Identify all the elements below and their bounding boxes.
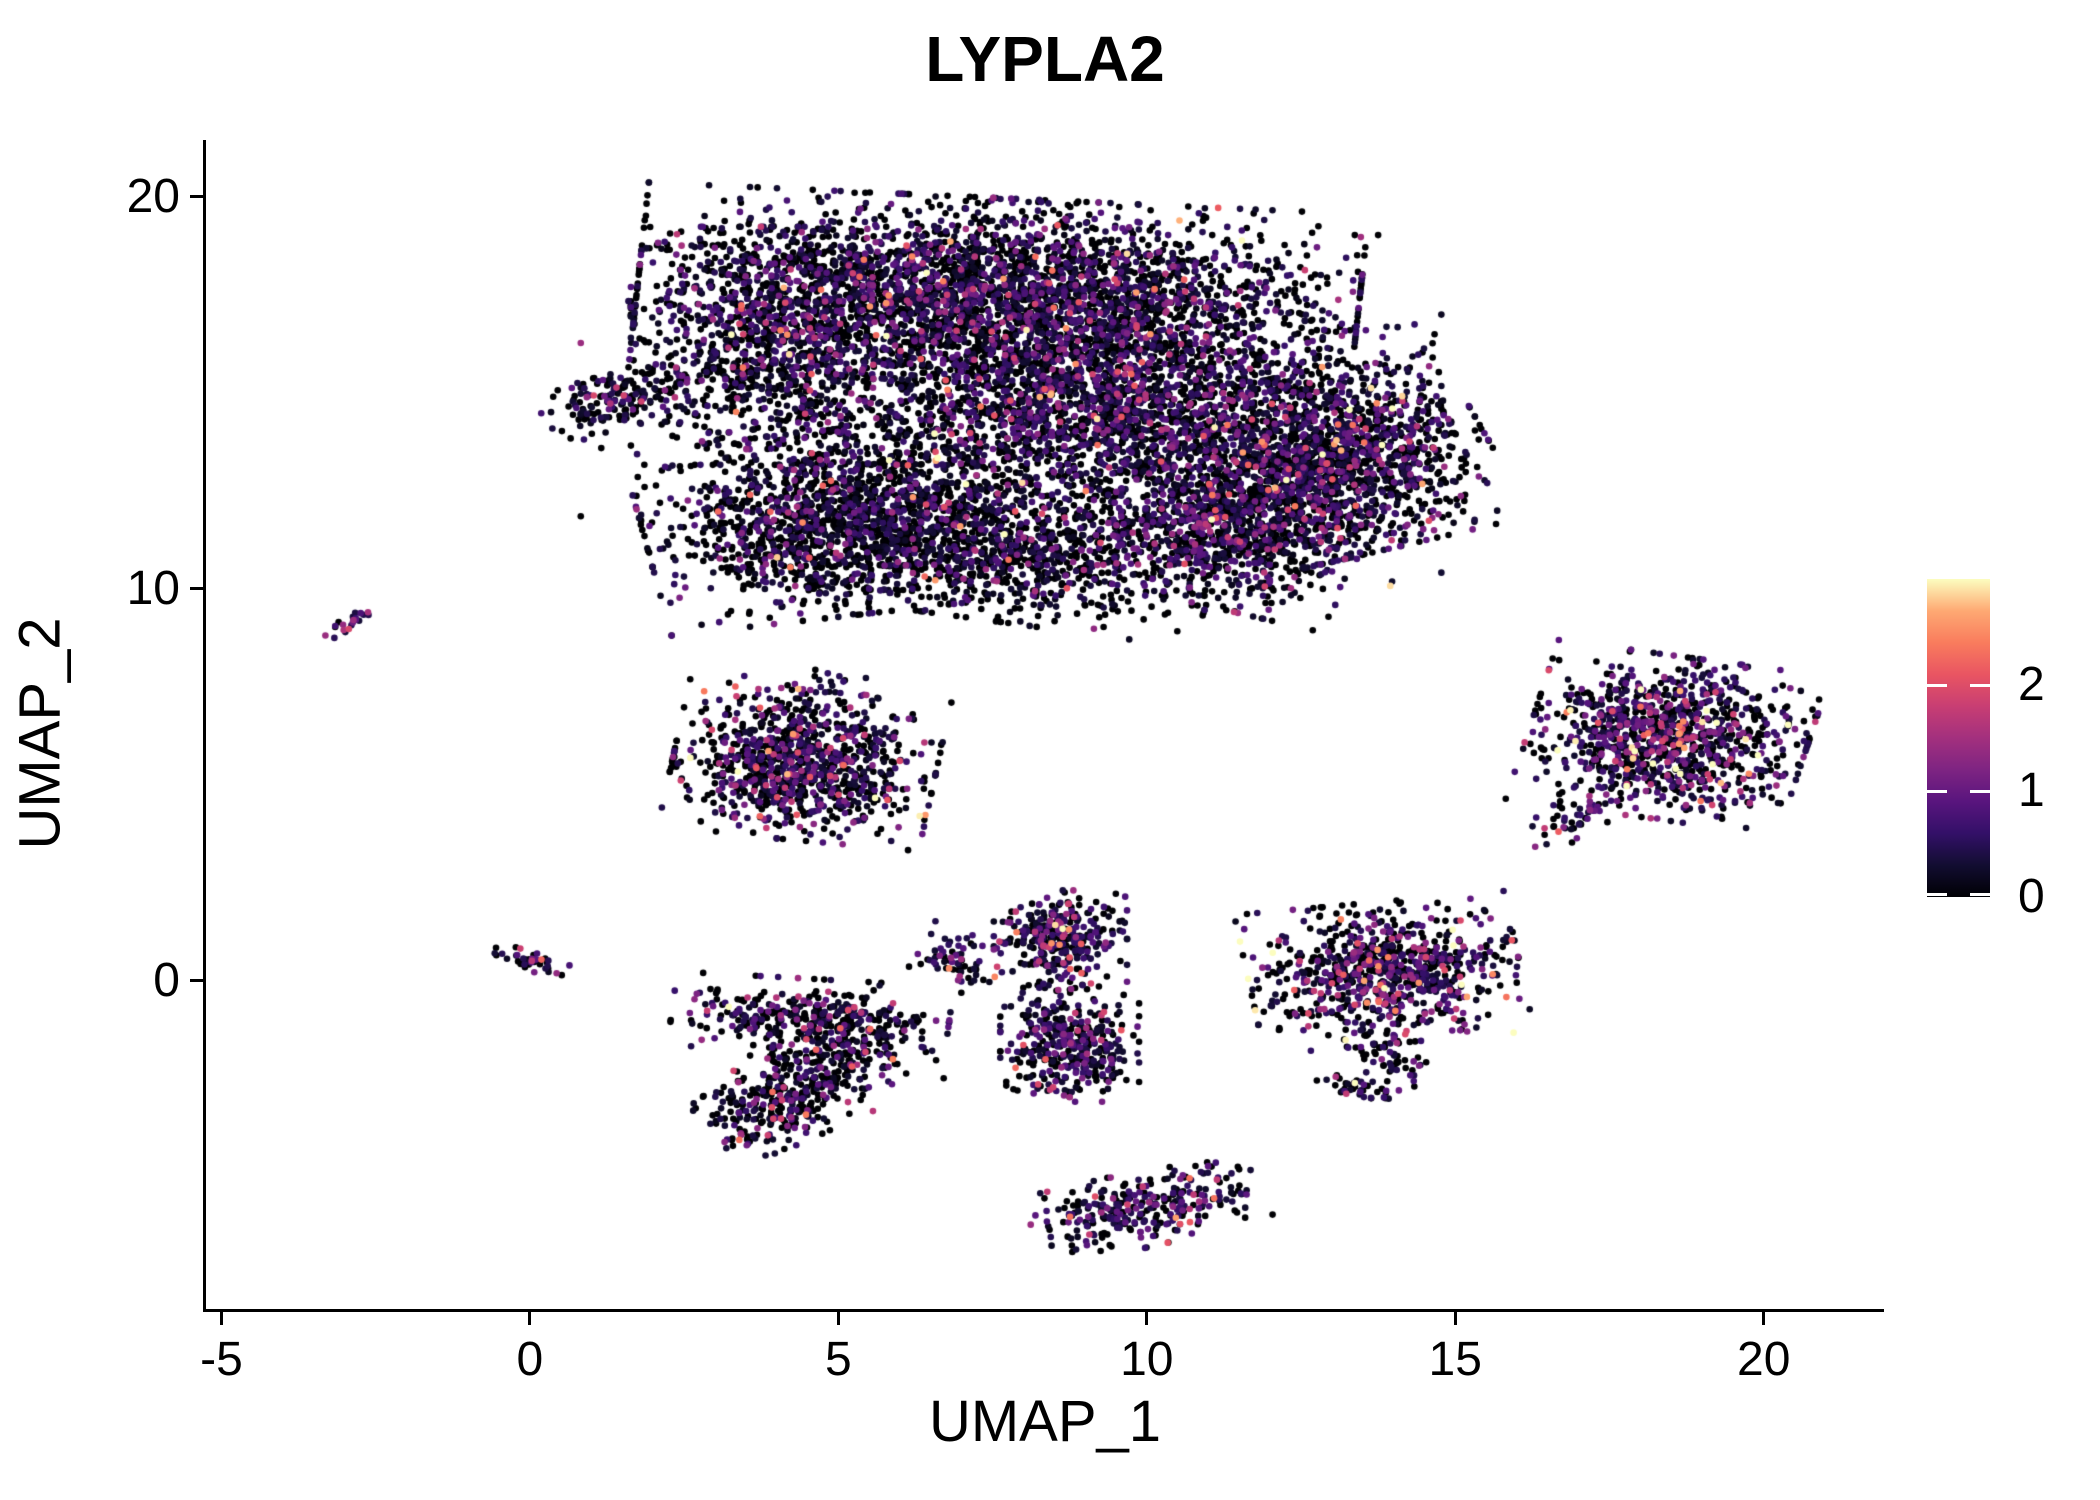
y-axis-line xyxy=(203,140,206,1312)
x-tick-label: -5 xyxy=(200,1333,243,1386)
colorbar-tick-mark xyxy=(1927,893,1947,896)
colorbar-tick-mark xyxy=(1927,789,1947,793)
x-tick-mark xyxy=(1453,1312,1457,1325)
x-tick-label: 20 xyxy=(1736,1333,1791,1386)
colorbar-tick-mark xyxy=(1970,683,1990,687)
x-axis-title: UMAP_1 xyxy=(928,1389,1162,1454)
colorbar-tick-label: 1 xyxy=(2018,764,2045,817)
x-tick-mark xyxy=(1762,1312,1766,1325)
y-tick-mark xyxy=(190,979,203,983)
umap-scatter-canvas xyxy=(206,142,1884,1310)
x-tick-label: 5 xyxy=(824,1333,852,1386)
colorbar-tick-mark xyxy=(1970,789,1990,793)
x-tick-label: 10 xyxy=(1120,1333,1174,1386)
plot-title: LYPLA2 xyxy=(925,23,1165,95)
y-axis-title: UMAP_2 xyxy=(7,617,73,850)
y-tick-mark xyxy=(190,587,203,591)
colorbar-tick-label: 0 xyxy=(2018,870,2045,923)
x-tick-mark xyxy=(1145,1312,1149,1325)
y-tick-label: 20 xyxy=(126,169,180,223)
x-tick-mark xyxy=(836,1312,840,1325)
x-tick-mark xyxy=(528,1312,532,1325)
expression-colorbar xyxy=(1927,579,1990,897)
y-tick-mark xyxy=(190,195,203,199)
colorbar-tick-label: 2 xyxy=(2018,658,2045,711)
y-tick-label: 10 xyxy=(126,561,180,615)
colorbar-tick-mark xyxy=(1927,683,1947,687)
x-axis-line xyxy=(203,1309,1884,1312)
y-tick-label: 0 xyxy=(153,953,180,1007)
x-tick-label: 15 xyxy=(1428,1333,1482,1386)
colorbar-tick-mark xyxy=(1970,893,1990,896)
x-tick-label: 0 xyxy=(516,1333,544,1386)
x-tick-mark xyxy=(219,1312,223,1325)
